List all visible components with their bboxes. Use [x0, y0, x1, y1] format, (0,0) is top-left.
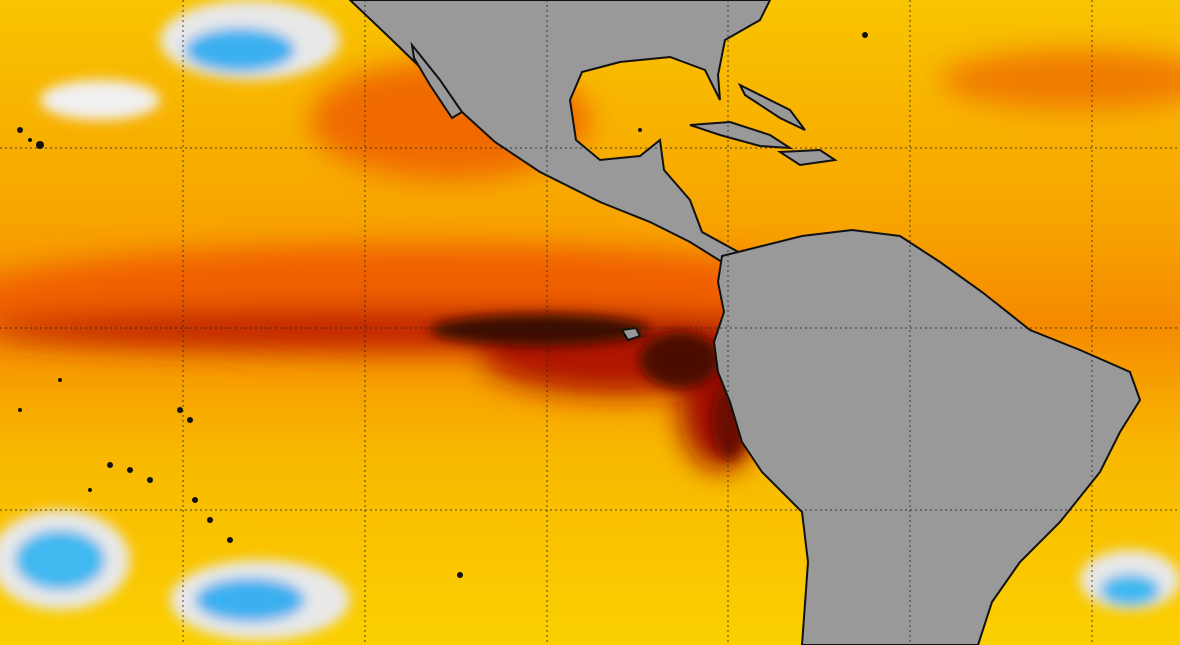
hispaniola [776, 148, 838, 167]
islands [17, 32, 868, 578]
bahamas [737, 82, 806, 131]
north-america [348, 0, 772, 264]
land [348, 0, 1142, 645]
south-america [712, 228, 1142, 645]
baja-california [410, 41, 464, 120]
galapagos [620, 326, 642, 342]
